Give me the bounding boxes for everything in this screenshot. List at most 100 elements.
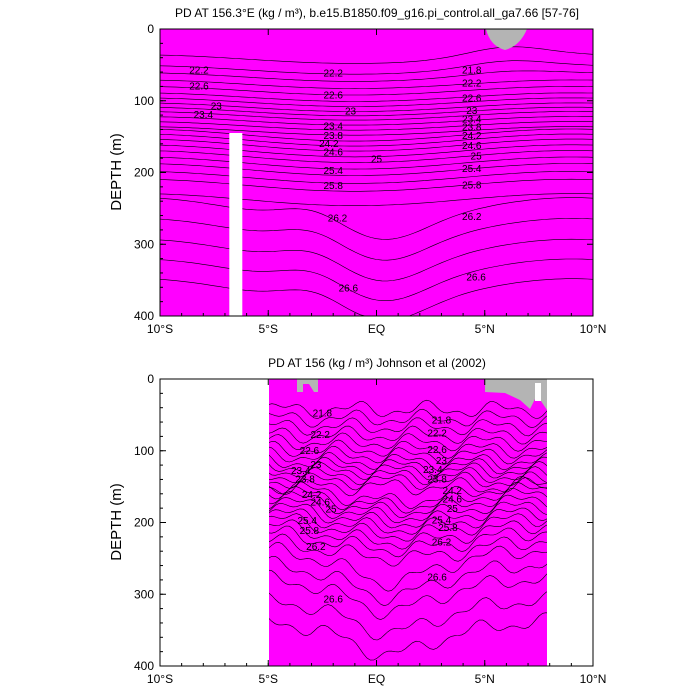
contour-label: 23: [310, 460, 322, 471]
contour-line: [160, 79, 593, 89]
contour-label: 22.6: [462, 94, 482, 105]
contour-label: 25: [371, 155, 383, 166]
contour-line: [269, 399, 547, 419]
y-tick-label: 100: [134, 94, 154, 108]
contour-line: [269, 533, 547, 567]
contour-line: [160, 106, 593, 117]
bottom-panel: PD AT 156 (kg / m³) Johnson et al (2002)…: [108, 356, 606, 686]
contour-line: [269, 507, 547, 535]
contour-label: 22.2: [323, 68, 343, 79]
top-contour-field: [160, 29, 593, 316]
bottom-contour-lines: [269, 399, 547, 661]
contour-line: [269, 525, 547, 558]
top-axes: 10°S 5°S EQ 5°N 10°N 0 100 200 300 400: [134, 22, 606, 336]
top-panel-title: PD AT 156.3°E (kg / m³), b.e15.B1850.f09…: [175, 6, 579, 20]
contour-line: [269, 445, 547, 465]
contour-label: 23.4: [323, 122, 343, 133]
contour-line: [160, 60, 593, 75]
contour-label: 26.6: [323, 594, 343, 605]
contour-label: 22.2: [310, 430, 330, 441]
contour-line: [269, 471, 547, 491]
top-missing-data-band: [229, 133, 243, 316]
x-tick-label: 5°N: [475, 322, 495, 336]
contour-line: [160, 92, 593, 102]
contour-line: [269, 466, 547, 486]
contour-label: 22.6: [300, 446, 320, 457]
bottom-land-notch: [535, 383, 541, 401]
contour-line: [160, 111, 593, 121]
contour-label: 24.6: [462, 141, 482, 152]
contour-line: [269, 519, 547, 550]
contour-label: 25.4: [323, 166, 343, 177]
contour-label: 26.2: [462, 212, 482, 223]
contour-label: 26.2: [432, 538, 452, 549]
contour-line: [160, 102, 593, 112]
contour-label: 23: [345, 107, 357, 118]
contour-label: 24.6: [323, 147, 343, 158]
contour-line: [269, 569, 547, 620]
contour-label: 23: [436, 456, 448, 467]
contour-label: 24.6: [310, 497, 330, 508]
bottom-contour-bands: [269, 379, 547, 666]
x-tick-label: EQ: [368, 672, 385, 686]
contour-label: 23.4: [291, 466, 311, 477]
contour-line: [269, 408, 547, 429]
contour-line: [160, 86, 593, 96]
x-tick-label: 10°S: [147, 672, 173, 686]
contour-label: 26.6: [427, 573, 447, 584]
contour-label: 22.6: [189, 81, 209, 92]
top-contour-labels: 22.222.62323.422.222.62323.423.824.224.6…: [189, 66, 486, 295]
contour-line: [269, 612, 547, 661]
y-tick-label: 200: [134, 516, 154, 530]
x-tick-label: 5°S: [259, 672, 278, 686]
contour-line: [269, 541, 547, 592]
contour-line: [269, 461, 547, 481]
contour-label: 26.2: [306, 542, 326, 553]
contour-label: 23.4: [194, 110, 214, 121]
contour-line: [160, 116, 593, 126]
contour-label: 23.8: [295, 474, 315, 485]
contour-label: 23.4: [462, 114, 482, 125]
x-tick-label: EQ: [368, 322, 385, 336]
x-tick-label: 5°S: [259, 322, 278, 336]
contour-label: 24.6: [443, 495, 463, 506]
y-tick-label: 0: [147, 22, 154, 36]
bottom-land-mask-left: [297, 379, 318, 392]
y-tick-label: 200: [134, 166, 154, 180]
y-tick-label: 300: [134, 237, 154, 251]
contour-label: 21.8: [432, 416, 452, 427]
contour-label: 22.2: [427, 429, 447, 440]
contour-label: 26.6: [466, 272, 486, 283]
contour-line: [269, 494, 547, 524]
contour-label: 25.8: [462, 180, 482, 191]
contour-label: 25.8: [438, 523, 458, 534]
contour-label: 26.2: [328, 213, 348, 224]
bottom-contour-field: [269, 379, 547, 666]
x-tick-label: 10°N: [580, 322, 607, 336]
bottom-land-mask-right: [485, 379, 547, 410]
contour-line: [269, 417, 547, 437]
bottom-panel-title: PD AT 156 (kg / m³) Johnson et al (2002): [268, 356, 486, 370]
contour-label: 23.8: [462, 122, 482, 133]
contour-label: 25: [471, 152, 483, 163]
contour-line: [160, 70, 593, 82]
top-y-axis-title: DEPTH (m): [108, 133, 125, 211]
contour-label: 22.6: [323, 91, 343, 102]
x-tick-label: 10°S: [147, 322, 173, 336]
contour-label: 25: [325, 505, 337, 516]
contour-label: 25: [447, 504, 459, 515]
y-tick-label: 400: [134, 659, 154, 673]
contour-label: 22.6: [427, 445, 447, 456]
contour-line: [269, 591, 547, 641]
top-panel: PD AT 156.3°E (kg / m³), b.e15.B1850.f09…: [108, 6, 606, 336]
contour-label: 25.4: [432, 515, 452, 526]
contour-label: 23: [211, 101, 223, 112]
contour-label: 24.2: [302, 490, 322, 501]
contour-line: [269, 477, 547, 497]
contour-label: 25.4: [297, 516, 317, 527]
y-tick-label: 300: [134, 587, 154, 601]
contour-label: 24.2: [462, 131, 482, 142]
x-tick-label: 5°N: [475, 672, 495, 686]
contour-label: 26.6: [339, 284, 359, 295]
